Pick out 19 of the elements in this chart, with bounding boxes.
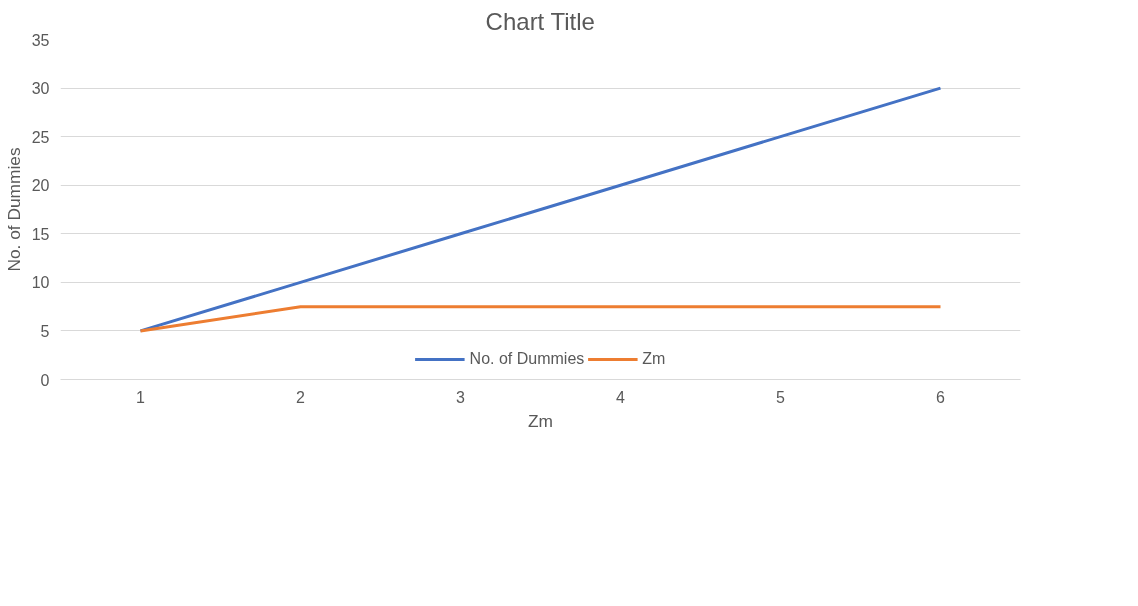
y-tick-label: 35 — [31, 31, 50, 49]
y-tick-label: 30 — [31, 80, 50, 98]
x-tick-label: 6 — [936, 388, 946, 406]
legend-label: Zm — [642, 350, 666, 368]
y-tick-label: 0 — [40, 371, 50, 389]
x-tick-label: 3 — [456, 388, 466, 406]
y-tick-label: 10 — [31, 274, 50, 292]
x-tick-label: 5 — [776, 388, 786, 406]
x-tick-label: 1 — [136, 388, 146, 406]
chart-title: Chart Title — [485, 7, 595, 35]
y-tick-label: 5 — [40, 322, 50, 340]
x-tick-label: 2 — [296, 388, 306, 406]
y-tick-label: 25 — [31, 128, 50, 146]
x-tick-label: 4 — [616, 388, 626, 406]
x-axis-title: Zm — [527, 410, 554, 431]
legend-label: No. of Dummies — [469, 350, 585, 368]
y-tick-label: 15 — [31, 225, 50, 243]
y-tick-label: 20 — [31, 177, 50, 195]
y-axis-title: No. of Dummies — [3, 147, 24, 272]
